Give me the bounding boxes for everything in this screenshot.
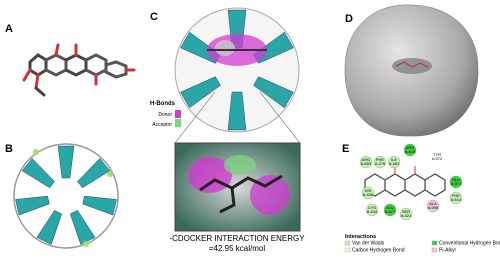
energy-text: -CDOCKER INTERACTION ENERGY [169, 234, 305, 243]
residue-label: HIS A:436 [363, 188, 374, 197]
legend-label: Acceptor [152, 122, 172, 128]
residue-label-part: CYS [368, 205, 377, 210]
residue-label: GLU A:571 [451, 177, 462, 186]
residue-label: ALA A:598 [428, 201, 439, 210]
residue-label-part: SER [402, 209, 410, 214]
residue-node [449, 191, 463, 205]
panel-label: A [5, 23, 13, 35]
hbond-legend: H-Bonds Donor Acceptor [150, 101, 181, 128]
residue-label: PHE A:476 [375, 157, 386, 166]
residue-label-part: A:572 [432, 156, 443, 161]
ligand-sticks [22, 43, 136, 97]
residue-node [361, 186, 375, 200]
legend-swatch [344, 247, 351, 253]
residue-label-part: A:481 [389, 161, 400, 166]
residue-label-part: A:571 [451, 181, 462, 186]
legend-title: Interactions [345, 234, 376, 240]
interaction-legend: Interactions Van der Waals Conventional H… [344, 234, 500, 254]
panel-labels: A B C D E [5, 11, 353, 155]
panel-label: C [150, 11, 158, 23]
legend-swatch [344, 240, 351, 246]
residue-label: SER A:421 [401, 209, 412, 218]
residue-label-part: ARG [406, 145, 415, 150]
panel-label: D [345, 13, 353, 25]
residue-label-part: GLU [452, 177, 460, 182]
residue-node [399, 207, 413, 221]
residue-node [365, 203, 379, 217]
residue-label-part: PHE [376, 157, 385, 162]
acceptor-swatch [175, 119, 181, 127]
legend-title: H-Bonds [150, 101, 176, 107]
residue-label-part: ILE [391, 157, 397, 162]
protein-complex [174, 7, 300, 133]
residue-label-part: ARG [362, 157, 371, 162]
residue-label: TYR A:572 [432, 152, 443, 161]
residue-label-part: HIS [365, 188, 372, 193]
residue-node [449, 175, 463, 189]
residue-node [359, 155, 373, 169]
legend-swatch [431, 240, 438, 246]
residue-label-part: TYR [433, 152, 441, 157]
panel-label: E [342, 143, 349, 155]
residue-label: ILE A:481 [389, 157, 400, 166]
legend-label: Van der Waals [352, 241, 385, 247]
panel-label: B [5, 143, 13, 155]
zoom-connector [259, 91, 301, 144]
residue-label: ARG A:653 [361, 157, 372, 166]
residue-label-part: A:598 [428, 205, 439, 210]
zoom-view [174, 142, 301, 232]
residue-node [403, 143, 417, 157]
zoom-connector [174, 91, 216, 144]
legend-label: Donor [158, 112, 172, 118]
residue-label: GLU A:477 [385, 205, 396, 214]
protein-ribbon [13, 143, 119, 249]
residue-label-part: ALA [429, 201, 437, 206]
residue-label: CYS A:434 [367, 205, 378, 214]
residue-node [426, 199, 440, 213]
residue-label-part: GLU [386, 205, 394, 210]
legend-label: Carbon Hydrogen Bond [352, 248, 405, 254]
residue-node [383, 203, 397, 217]
residue-label-part: A:476 [375, 161, 386, 166]
residue-label-part: A:477 [385, 209, 396, 214]
residue-label-part: A:434 [367, 209, 378, 214]
residue-label-part: A:436 [363, 192, 374, 197]
protein-surface [344, 4, 479, 137]
residue-label-part: A:615 [405, 149, 416, 154]
donor-swatch [175, 110, 181, 118]
residue-label-part: PHE [452, 193, 461, 198]
legend-label: Pi-Alkyl [439, 248, 456, 254]
legend-label: Conventional Hydrogen Bond [439, 241, 500, 247]
residue-label-part: A:421 [401, 213, 412, 218]
residue-label-part: A:614 [451, 197, 462, 202]
residue-label: ARG A:615 [405, 145, 416, 154]
residue-node [373, 155, 387, 169]
residue-node [387, 155, 401, 169]
legend-swatch [431, 247, 438, 253]
residue-label-part: A:653 [361, 161, 372, 166]
energy-text: =42.95 kcal/mol [209, 244, 265, 253]
residue-label: PHE A:614 [451, 193, 462, 202]
